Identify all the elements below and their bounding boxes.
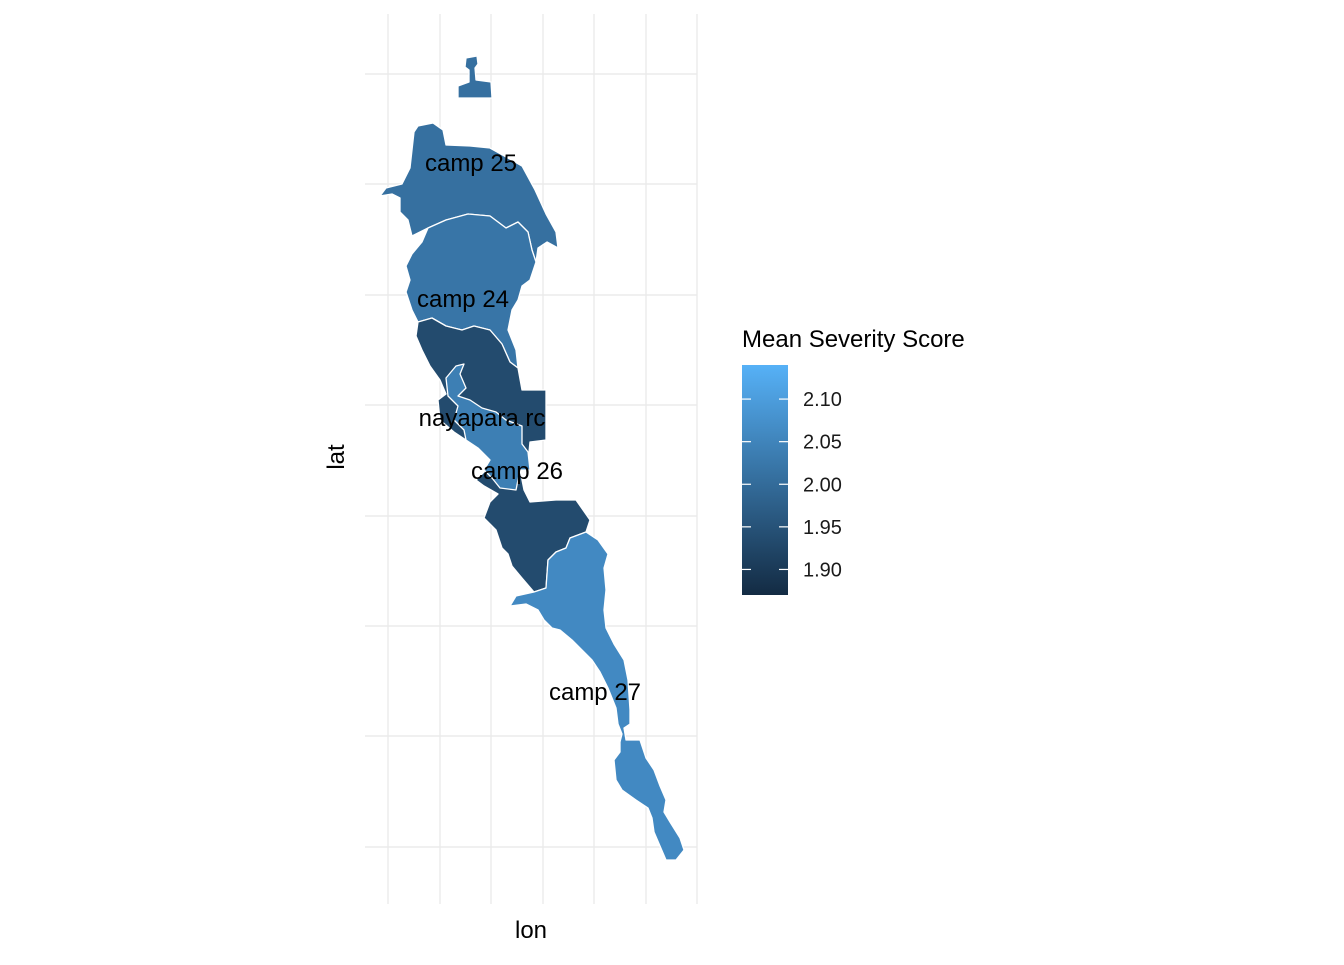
legend-tick-label: 1.90 (803, 559, 842, 581)
region-label-camp-27: camp 27 (549, 679, 641, 706)
region-label-camp-24: camp 24 (417, 286, 509, 313)
region-camp-25-north (457, 55, 493, 99)
legend-title: Mean Severity Score (742, 326, 965, 353)
y-axis-title: lat (323, 444, 350, 470)
region-label-camp-25: camp 25 (425, 150, 517, 177)
legend: Mean Severity Score 2.10 2.05 2.00 1.95 1.90 (742, 326, 965, 595)
region-label-nayapara-rc: nayapara rc (419, 405, 546, 432)
x-axis-title: lon (515, 917, 547, 944)
region-camp-26 (445, 363, 531, 491)
region-label-camp-26: camp 26 (471, 458, 563, 485)
legend-tick-label: 1.95 (803, 517, 842, 539)
legend-tick-label: 2.10 (803, 389, 842, 411)
legend-tick-label: 2.00 (803, 474, 842, 496)
legend-ticks: 2.10 2.05 2.00 1.95 1.90 (742, 389, 842, 581)
legend-colorbar (742, 365, 788, 595)
region-labels: camp 25 camp 24 nayapara rc camp 26 camp… (417, 150, 641, 706)
legend-tick-label: 2.05 (803, 432, 842, 454)
region-camp-27 (509, 531, 685, 861)
regions (379, 55, 685, 861)
